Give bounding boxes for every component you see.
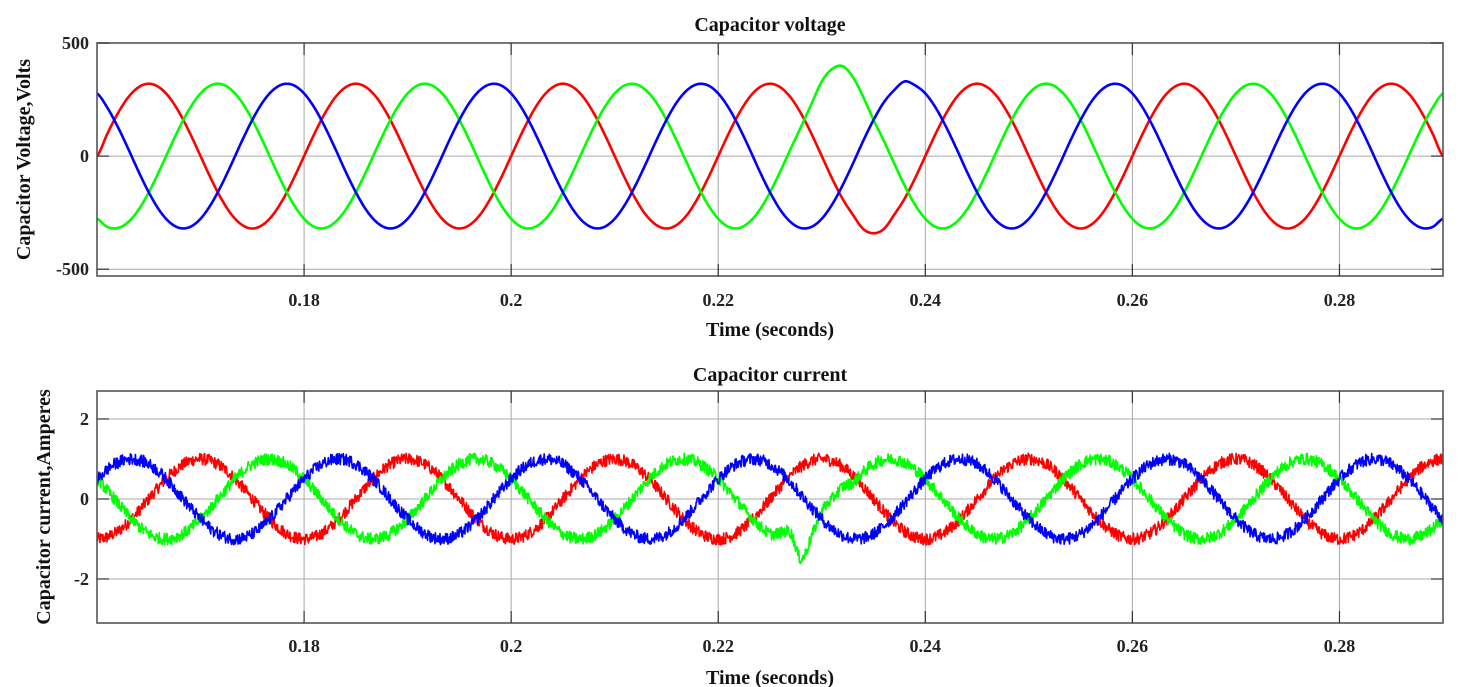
y-tick-label: 0 — [80, 146, 89, 166]
axes-frame — [96, 390, 1444, 624]
x-tick-label: 0.18 — [288, 636, 320, 656]
plot-area — [97, 43, 1443, 276]
plot-area — [97, 391, 1443, 623]
x-tick-label: 0.24 — [910, 290, 942, 310]
x-tick-label: 0.26 — [1117, 290, 1149, 310]
y-tick-label: 0 — [80, 489, 89, 509]
current-series-blue-line — [97, 452, 1443, 546]
x-tick-label: 0.22 — [702, 636, 734, 656]
y-tick-label: -500 — [56, 259, 89, 279]
x-axis-label: Time (seconds) — [706, 319, 834, 341]
x-tick-label: 0.22 — [702, 290, 734, 310]
current-plot: 0.18 0.2 0.22 0.24 0.26 0.28 2 0 -2 Capacitor cur… — [33, 364, 1444, 687]
y-axis-label: Capacitor current,Amperes — [33, 389, 55, 625]
chart-title: Capacitor voltage — [694, 14, 845, 36]
y-axis-label: Capacitor Voltage,Volts — [13, 59, 35, 260]
chart-title: Capacitor current — [693, 364, 848, 386]
x-axis-label: Time (seconds) — [706, 667, 834, 687]
x-tick-label: 0.24 — [910, 636, 942, 656]
y-tick-label: -2 — [74, 569, 89, 589]
y-tick-label: 2 — [80, 409, 89, 429]
x-tick-label: 0.2 — [500, 290, 523, 310]
x-tick-label: 0.28 — [1324, 636, 1356, 656]
x-tick-label: 0.26 — [1117, 636, 1149, 656]
voltage-series-blue-line — [97, 80, 1443, 230]
x-tick-label: 0.18 — [288, 290, 320, 310]
voltage-plot: 0.18 0.2 0.22 0.24 0.26 0.28 500 0 -500 Capacitor… — [13, 14, 1444, 341]
x-tick-label: 0.2 — [500, 636, 523, 656]
axes-frame — [96, 42, 1444, 277]
current-series-green-line — [97, 452, 1443, 565]
x-tick-label: 0.28 — [1324, 290, 1356, 310]
y-tick-label: 500 — [62, 33, 89, 53]
current-series-red-line — [97, 452, 1443, 546]
